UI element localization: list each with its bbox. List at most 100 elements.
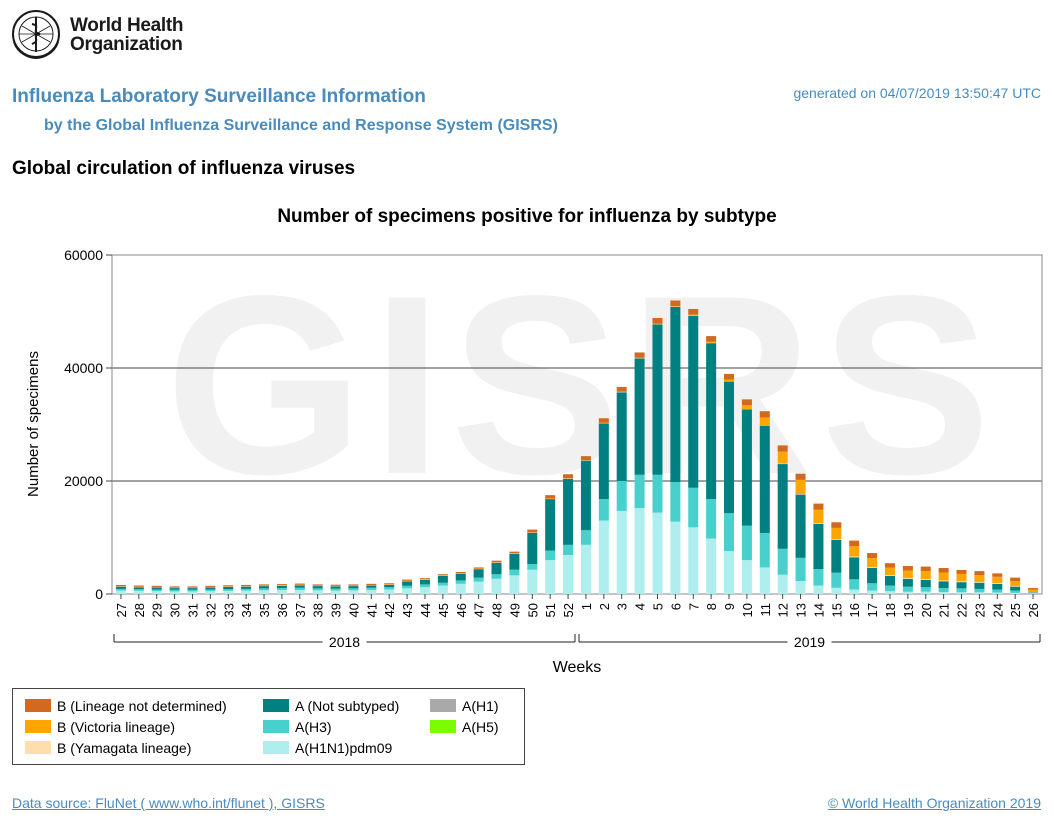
bar-segment-a-h1n1pdm09 <box>992 592 1003 594</box>
bar-segment-b-not-determined <box>419 578 430 580</box>
bar-segment-a-h3 <box>652 474 663 513</box>
bar-segment-b-yamagata <box>795 494 806 495</box>
bar-segment-b-yamagata <box>1010 586 1021 587</box>
x-tick-label: 1 <box>579 603 594 610</box>
legend-swatch <box>430 720 456 734</box>
bar-segment-b-victoria <box>813 509 824 524</box>
bar-segment-b-not-determined <box>670 300 681 307</box>
bar-segment-b-not-determined <box>849 540 860 547</box>
legend-label: B (Lineage not determined) <box>57 698 227 714</box>
bar-segment-a-not-subtyped <box>169 588 180 590</box>
legend-swatch <box>263 741 289 755</box>
bar-segment-b-not-determined <box>831 522 842 528</box>
bar-segment-b-yamagata <box>831 539 842 540</box>
x-tick-label: 31 <box>185 603 200 617</box>
bar-segment-a-not-subtyped <box>294 585 305 588</box>
bar-segment-a-h3 <box>259 588 270 591</box>
bar-segment-a-h1n1pdm09 <box>634 508 645 594</box>
bar-segment-b-not-determined <box>724 373 735 380</box>
x-tick-label: 45 <box>436 603 451 617</box>
bar-segment-a-not-subtyped <box>1028 592 1039 593</box>
bar-segment-a-not-subtyped <box>241 586 252 589</box>
bar-segment-a-h3 <box>419 584 430 588</box>
data-source-link[interactable]: Data source: FluNet ( www.who.int/flunet… <box>12 795 325 811</box>
bar-segment-b-victoria <box>1028 589 1039 593</box>
bar-segment-b-not-determined <box>437 574 448 576</box>
x-tick-label: 27 <box>114 603 129 617</box>
bar-segment-a-not-subtyped <box>938 581 949 589</box>
bar-segment-a-h1n1pdm09 <box>920 591 931 594</box>
bar-segment-b-not-determined <box>652 318 663 324</box>
bar-segment-b-not-determined <box>1010 577 1021 582</box>
x-tick-label: 5 <box>650 603 665 610</box>
x-tick-label: 20 <box>919 603 934 617</box>
bar-segment-a-not-subtyped <box>616 392 627 481</box>
bar-segment-a-not-subtyped <box>831 539 842 573</box>
bar-segment-b-victoria <box>777 451 788 464</box>
bar-segment-b-yamagata <box>849 556 860 558</box>
legend-label: A(H1) <box>462 698 499 714</box>
bar-segment-a-h1n1pdm09 <box>867 590 878 594</box>
y-tick-label: 60000 <box>64 247 103 263</box>
bar-segment-b-not-determined <box>598 418 609 423</box>
bar-segment-b-yamagata <box>920 579 931 580</box>
bar-segment-a-h3 <box>724 513 735 552</box>
who-wordmark: World Health Organization <box>70 16 184 55</box>
copyright-link[interactable]: © World Health Organization 2019 <box>827 795 1041 811</box>
bar-segment-b-not-determined <box>902 566 913 571</box>
who-logo: World Health Organization <box>8 8 198 60</box>
x-tick-label: 28 <box>132 603 147 617</box>
bar-segment-b-not-determined <box>455 571 466 574</box>
bar-segment-b-not-determined <box>312 584 323 586</box>
bar-segment-b-not-determined <box>402 579 413 581</box>
bar-segment-b-yamagata <box>938 580 949 582</box>
bar-segment-a-not-subtyped <box>867 568 878 584</box>
bar-segment-a-h3 <box>688 487 699 528</box>
bar-segment-a-h1n1pdm09 <box>241 590 252 594</box>
bar-segment-a-h1n1pdm09 <box>402 588 413 594</box>
bar-segment-a-not-subtyped <box>652 324 663 475</box>
bar-segment-a-not-subtyped <box>205 587 216 590</box>
bar-segment-b-not-determined <box>527 529 538 533</box>
influenza-stacked-bar-chart: Number of specimens positive for influen… <box>25 206 1043 676</box>
bar-segment-a-h3 <box>527 564 538 570</box>
x-tick-label: 6 <box>668 603 683 610</box>
bar-segment-a-h1n1pdm09 <box>652 512 663 594</box>
bar-segment-a-not-subtyped <box>598 423 609 500</box>
logo-line-2: Organization <box>70 34 183 55</box>
x-tick-label: 10 <box>740 603 755 617</box>
bar-segment-a-h3 <box>938 588 949 593</box>
bar-segment-a-h3 <box>241 588 252 591</box>
x-tick-label: 13 <box>794 603 809 617</box>
bar-segment-a-h1n1pdm09 <box>902 591 913 594</box>
bar-segment-a-h3 <box>330 588 341 591</box>
bar-segment-b-not-determined <box>938 568 949 573</box>
bar-segment-b-victoria <box>938 572 949 581</box>
year-label: 2018 <box>329 634 360 650</box>
bar-segment-a-h3 <box>169 589 180 592</box>
bar-segment-b-not-determined <box>867 553 878 559</box>
bar-segment-a-not-subtyped <box>813 523 824 570</box>
bar-segment-a-not-subtyped <box>402 581 413 586</box>
bar-segment-b-not-determined <box>688 308 699 315</box>
legend-item-a-h1: A(H1) <box>430 697 499 715</box>
bar-segment-a-h3 <box>759 532 770 568</box>
x-tick-label: 16 <box>847 603 862 617</box>
bar-segment-a-h3 <box>974 588 985 593</box>
bar-segment-a-h3 <box>276 588 287 591</box>
bar-segment-a-h1n1pdm09 <box>545 560 556 594</box>
bar-segment-b-not-determined <box>634 352 645 358</box>
bar-segment-b-not-determined <box>759 411 770 418</box>
x-tick-label: 17 <box>865 603 880 617</box>
bar-segment-a-not-subtyped <box>956 582 967 589</box>
bar-segment-b-victoria <box>956 573 967 582</box>
x-tick-label: 2 <box>597 603 612 610</box>
bar-segment-a-h1n1pdm09 <box>205 591 216 594</box>
bar-segment-a-h3 <box>473 577 484 582</box>
bar-segment-b-not-determined <box>580 456 591 461</box>
bar-segment-a-h1n1pdm09 <box>455 583 466 594</box>
bar-segment-a-h3 <box>312 588 323 591</box>
bar-segment-a-h1n1pdm09 <box>312 590 323 594</box>
legend-label: B (Yamagata lineage) <box>57 740 192 756</box>
bar-segment-b-not-determined <box>491 560 502 563</box>
